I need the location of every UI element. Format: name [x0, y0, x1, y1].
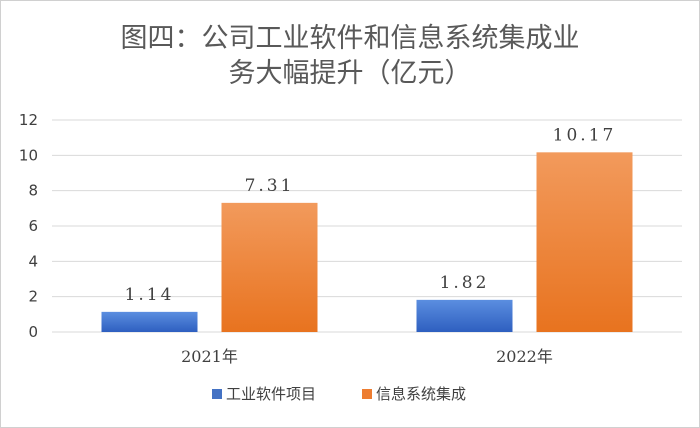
legend-swatch-1 — [212, 389, 222, 399]
bar-1-1 — [101, 311, 198, 332]
bars — [101, 152, 633, 332]
legend-label-1: 工业软件项目 — [226, 385, 316, 403]
bar-2-2 — [536, 152, 633, 332]
y-tick-label-12: 12 — [19, 111, 38, 129]
y-tick-label-8: 8 — [28, 182, 38, 200]
data-label-2-1: 7.31 — [245, 176, 295, 196]
y-tick-label-2: 2 — [28, 288, 38, 306]
x-axis-labels: 2021年 2022年 — [181, 347, 553, 366]
bar-2-1 — [221, 202, 318, 332]
data-label-2-2: 10.17 — [553, 125, 617, 145]
data-label-1-1: 1.14 — [125, 285, 175, 305]
bar-1-2 — [416, 299, 513, 332]
chart-title-line-1: 图四：公司工业软件和信息系统集成业 — [121, 23, 580, 54]
y-tick-label-0: 0 — [28, 323, 38, 341]
legend-label-2: 信息系统集成 — [376, 385, 466, 403]
legend: 工业软件项目 信息系统集成 — [212, 385, 466, 403]
chart-title-line-2: 务大幅提升（亿元） — [229, 58, 472, 89]
x-tick-label-2: 2022年 — [496, 347, 553, 366]
data-labels: 1.14 7.31 1.82 10.17 — [125, 125, 617, 305]
y-axis-ticks: 0 2 4 6 8 10 12 — [19, 111, 38, 341]
y-tick-label-4: 4 — [28, 252, 38, 270]
x-tick-label-1: 2021年 — [181, 347, 238, 366]
legend-swatch-2 — [362, 389, 372, 399]
y-tick-label-10: 10 — [19, 146, 38, 164]
data-label-1-2: 1.82 — [440, 273, 490, 293]
y-tick-label-6: 6 — [28, 217, 38, 235]
